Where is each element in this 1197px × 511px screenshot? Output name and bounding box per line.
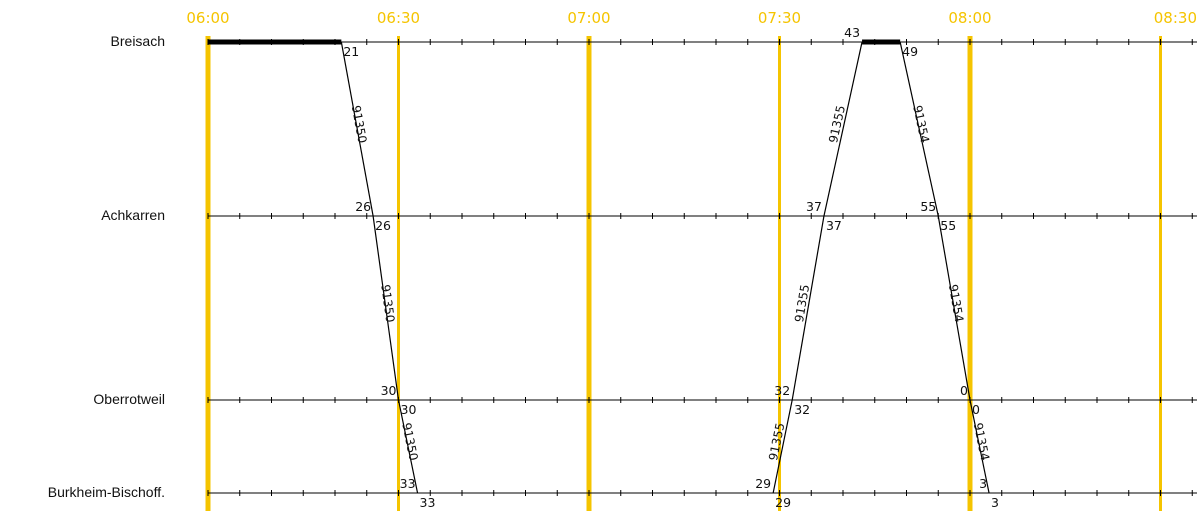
train-number-label: 91350 (378, 284, 397, 324)
arrival-minute-label: 30 (381, 383, 397, 398)
departure-minute-label: 30 (401, 402, 417, 417)
time-label: 06:30 (377, 9, 420, 27)
train-number-label: 91350 (399, 422, 420, 462)
hour-line (586, 36, 592, 511)
station-label-breisach: Breisach (110, 33, 165, 49)
train-path-91354 (937, 215, 971, 401)
train-path-91350 (372, 215, 400, 401)
departure-minute-label: 49 (902, 44, 918, 59)
train-number-label: 91355 (792, 283, 812, 323)
arrival-minute-label: 32 (774, 383, 790, 398)
departure-minute-label: 3 (991, 495, 999, 510)
train-path-91355 (823, 41, 863, 217)
arrival-minute-label: 29 (755, 476, 771, 491)
train-number-label: 91355 (826, 104, 848, 144)
train-path-91355 (772, 399, 793, 494)
train-number-label: 91350 (349, 104, 370, 144)
hour-line (205, 36, 211, 511)
train-path-91354 (899, 41, 939, 217)
departure-minute-label: 32 (794, 402, 810, 417)
time-label: 08:00 (948, 9, 991, 27)
arrival-minute-label: 26 (355, 199, 371, 214)
train-number-label: 91354 (910, 104, 932, 144)
time-label: 07:00 (567, 9, 610, 27)
departure-minute-label: 26 (375, 218, 391, 233)
time-label: 07:30 (758, 9, 801, 27)
station-label-achkarren: Achkarren (101, 207, 165, 223)
train-number-label: 91354 (946, 283, 966, 323)
departure-minute-label: 33 (420, 495, 436, 510)
half-hour-line (778, 36, 781, 511)
time-label: 06:00 (186, 9, 229, 27)
station-label-oberrotweil: Oberrotweil (93, 391, 165, 407)
arrival-minute-label: 0 (960, 383, 968, 398)
train-number-label: 91354 (971, 422, 992, 462)
train-path-91350 (340, 41, 374, 217)
train-path-91355 (791, 215, 825, 401)
arrival-minute-label: 37 (806, 199, 822, 214)
half-hour-line (397, 36, 400, 511)
departure-minute-label: 55 (940, 218, 956, 233)
arrival-minute-label: 3 (979, 476, 987, 491)
departure-minute-label: 37 (826, 218, 842, 233)
train-path-91354 (969, 399, 990, 494)
station-label-burkheim: Burkheim-Bischoff. (47, 484, 165, 500)
departure-minute-label: 29 (775, 495, 791, 510)
hour-line (967, 36, 973, 511)
half-hour-line (1159, 36, 1162, 511)
departure-minute-label: 21 (343, 44, 359, 59)
train-path-91350 (397, 399, 419, 494)
time-label: 08:30 (1154, 9, 1197, 27)
departure-minute-label: 0 (972, 402, 980, 417)
arrival-minute-label: 43 (844, 25, 860, 40)
arrival-minute-label: 33 (400, 476, 416, 491)
arrival-minute-label: 55 (920, 199, 936, 214)
